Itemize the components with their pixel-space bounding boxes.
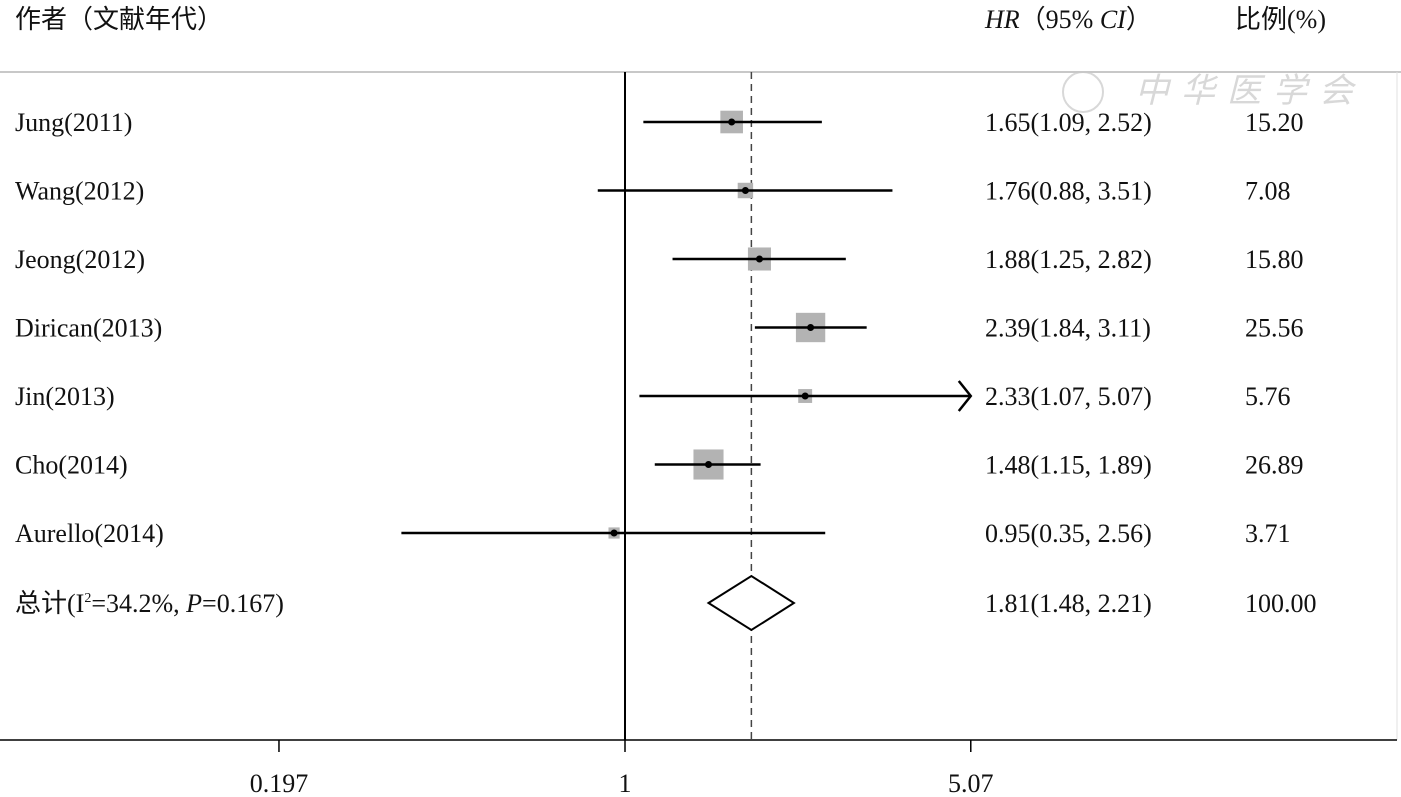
point-estimate — [741, 187, 749, 194]
point-estimate — [705, 461, 713, 468]
point-estimate — [610, 529, 618, 537]
watermark: 中华医学会 — [1135, 73, 1365, 110]
study-label: Jung(2011) — [15, 108, 132, 137]
overall-row: 总计(I2=34.2%, P=0.167) 1.81(1.48, 2.21) 1… — [15, 574, 1317, 632]
hr-ci-value: 1.88(1.25, 2.82) — [985, 245, 1152, 274]
study-row: Aurello(2014) 0.95(0.35, 2.56) 3.71 — [15, 519, 1291, 548]
point-estimate — [801, 392, 809, 400]
overall-label: 总计(I2=34.2%, P=0.167) — [15, 589, 284, 618]
x-tick-label: 1 — [619, 769, 632, 797]
overall-diamond — [706, 574, 796, 632]
study-row: Dirican(2013) 2.39(1.84, 3.11) 25.56 — [15, 312, 1304, 343]
study-row: Jin(2013) 2.33(1.07, 5.07) 5.76 — [15, 380, 1291, 412]
study-label: Dirican(2013) — [15, 314, 162, 343]
study-label: Wang(2012) — [15, 177, 144, 206]
study-row: Jung(2011) 1.65(1.09, 2.52) 15.20 — [15, 108, 1304, 137]
header-study: 作者（文献年代） — [15, 5, 223, 34]
weight-value: 25.56 — [1245, 314, 1304, 343]
hr-ci-value: 1.76(0.88, 3.51) — [985, 177, 1152, 206]
hr-ci-value: 0.95(0.35, 2.56) — [985, 519, 1152, 548]
study-row: Jeong(2012) 1.88(1.25, 2.82) 15.80 — [15, 245, 1304, 274]
header-hr: HR（95% CI） — [984, 5, 1152, 34]
weight-value: 3.71 — [1245, 519, 1291, 548]
hr-ci-value: 1.65(1.09, 2.52) — [985, 108, 1152, 137]
x-tick-label: 0.197 — [250, 769, 309, 797]
weight-value: 5.76 — [1245, 382, 1291, 411]
hr-ci-value: 1.48(1.15, 1.89) — [985, 451, 1152, 480]
hr-ci-value: 2.33(1.07, 5.07) — [985, 382, 1152, 411]
weight-value: 7.08 — [1245, 177, 1291, 206]
ci-arrow-icon — [957, 380, 973, 412]
x-tick-label: 5.07 — [948, 769, 994, 797]
study-label: Aurello(2014) — [15, 519, 164, 548]
point-estimate — [755, 255, 763, 263]
watermark-seal-icon — [1062, 71, 1104, 113]
study-label: Jeong(2012) — [15, 245, 145, 274]
study-row: Wang(2012) 1.76(0.88, 3.51) 7.08 — [15, 177, 1291, 206]
study-label: Cho(2014) — [15, 451, 128, 480]
header-weight: 比例(%) — [1235, 5, 1326, 34]
hr-ci-value: 2.39(1.84, 3.11) — [985, 314, 1151, 343]
weight-value: 15.80 — [1245, 245, 1304, 274]
overall-weight: 100.00 — [1245, 589, 1317, 618]
overall-hr: 1.81(1.48, 2.21) — [985, 589, 1152, 618]
study-row: Cho(2014) 1.48(1.15, 1.89) 26.89 — [15, 449, 1304, 480]
point-estimate — [728, 118, 736, 126]
weight-value: 26.89 — [1245, 451, 1304, 480]
point-estimate — [807, 324, 815, 331]
weight-value: 15.20 — [1245, 108, 1304, 137]
study-label: Jin(2013) — [15, 382, 115, 411]
